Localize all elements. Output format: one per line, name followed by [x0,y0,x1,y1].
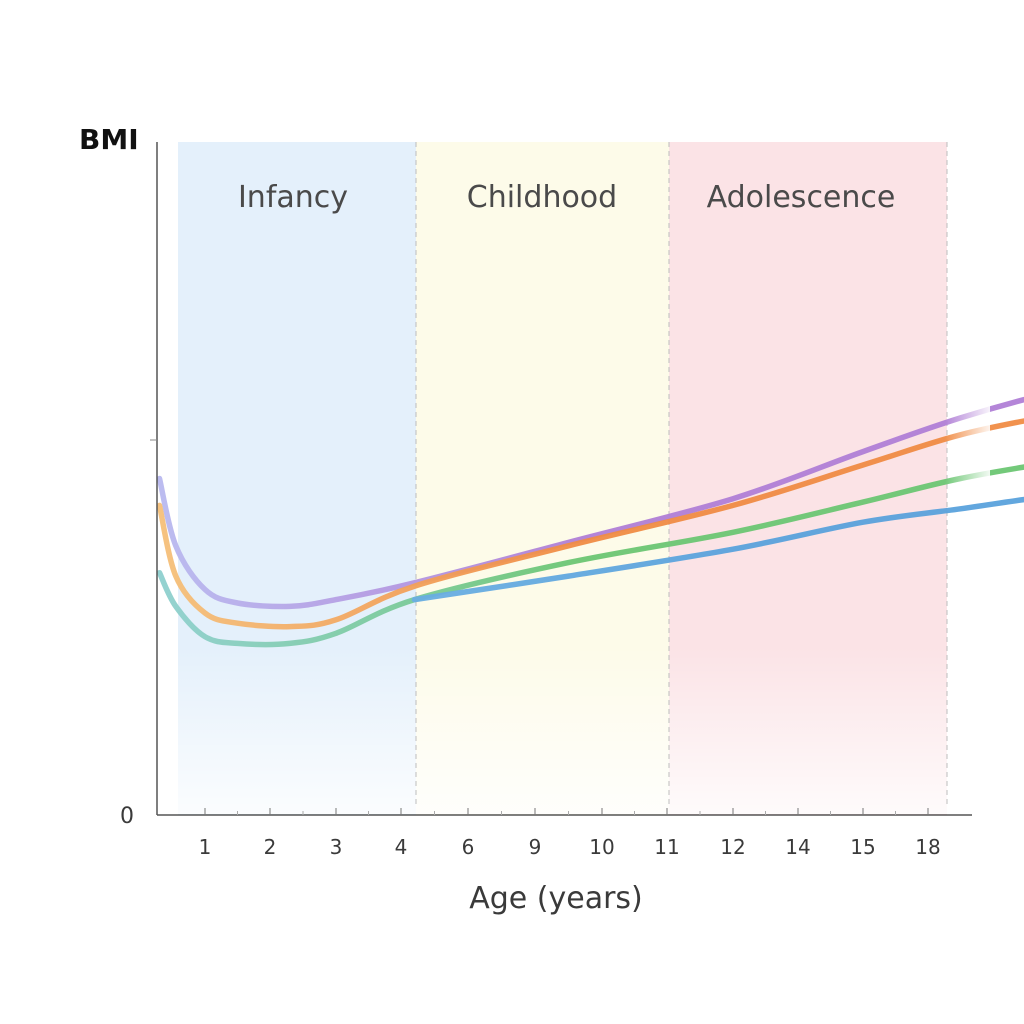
x-tick-label: 12 [720,835,745,859]
x-tick-label: 1 [199,835,212,859]
phase-labels: Infancy Childhood Adolescence [238,180,895,215]
series-line-blue [411,496,1024,603]
series-lines [156,396,1024,648]
phase-label-childhood: Childhood [467,180,617,215]
x-tick-label: 10 [589,835,614,859]
band-fade-overlay [178,142,968,814]
x-axis-ticks: 1 2 3 4 6 9 10 11 12 14 15 18 [199,808,941,859]
x-tick-label: 14 [785,835,810,859]
phase-label-adolescence: Adolescence [707,180,896,215]
x-tick-label: 18 [915,835,940,859]
x-axis-label: Age (years) [469,881,643,916]
x-tick-label: 15 [850,835,875,859]
series-line-orange [156,418,1024,630]
x-tick-label: 4 [395,835,408,859]
line-end-fade [945,290,990,490]
x-tick-label: 11 [654,835,679,859]
series-line-green [156,464,1024,648]
phase-label-infancy: Infancy [238,180,348,215]
series-line-purple [156,396,1024,610]
x-tick-label: 2 [264,835,277,859]
y-zero-label: 0 [120,804,134,829]
x-tick-label: 9 [529,835,542,859]
x-tick-label: 6 [462,835,475,859]
x-tick-label: 3 [330,835,343,859]
y-axis-label: BMI [79,123,139,156]
